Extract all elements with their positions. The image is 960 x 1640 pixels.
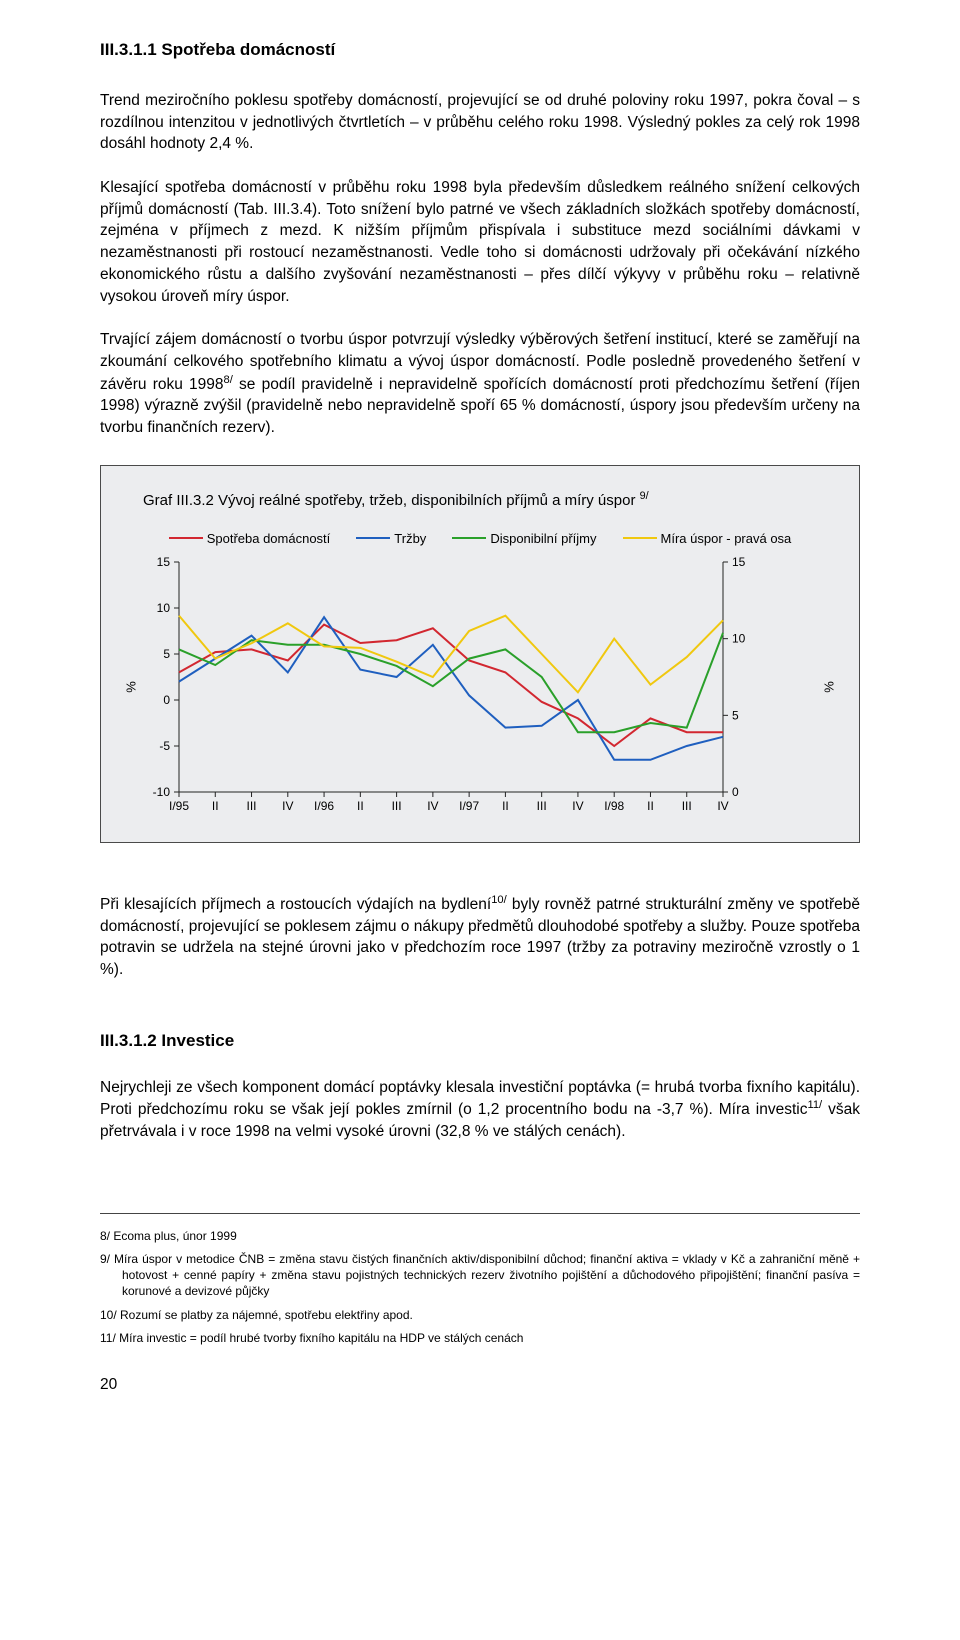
svg-text:5: 5: [732, 708, 739, 722]
figure-title-text: Vývoj reálné spotřeby, tržeb, disponibil…: [214, 492, 640, 509]
legend-swatch: [169, 537, 203, 539]
svg-text:I/95: I/95: [169, 799, 189, 813]
chart-legend: Spotřeba domácností Tržby Disponibilní pří…: [131, 531, 829, 546]
footnote-ref-9: 9/: [640, 490, 649, 502]
svg-text:IV: IV: [572, 799, 583, 813]
svg-text:III: III: [537, 799, 547, 813]
svg-text:-10: -10: [153, 785, 171, 799]
svg-text:-5: -5: [159, 739, 170, 753]
svg-text:III: III: [682, 799, 692, 813]
paragraph-4: Při klesajících příjmech a rostoucích vý…: [100, 893, 860, 981]
svg-text:10: 10: [157, 601, 171, 615]
section-title: III.3.1.1 Spotřeba domácností: [100, 40, 860, 60]
page-number: 20: [100, 1376, 860, 1394]
line-chart: -10-5051015051015I/95IIIIIIVI/96IIIIIIVI…: [131, 552, 829, 822]
svg-text:10: 10: [732, 631, 746, 645]
series-spotreba: [179, 624, 723, 745]
figure-box: Graf III.3.2 Vývoj reálné spotřeby, trže…: [100, 465, 860, 843]
footnote-ref-11: 11/: [807, 1099, 822, 1111]
paragraph-1: Trend meziročního poklesu spotřeby domác…: [100, 90, 860, 155]
chart-wrap: % % -10-5051015051015I/95IIIIIIVI/96IIII…: [131, 552, 829, 822]
svg-text:III: III: [247, 799, 257, 813]
svg-text:I/96: I/96: [314, 799, 334, 813]
footnote-11: 11/ Míra investic = podíl hrubé tvorby f…: [100, 1330, 860, 1346]
subsection-title: III.3.1.2 Investice: [100, 1031, 860, 1051]
y-axis-right-label: %: [822, 681, 837, 693]
legend-swatch: [623, 537, 657, 539]
svg-text:15: 15: [157, 555, 171, 569]
legend-item: Spotřeba domácností: [169, 531, 331, 546]
svg-text:IV: IV: [282, 799, 293, 813]
legend-label: Disponibilní příjmy: [490, 531, 596, 546]
legend-label: Tržby: [394, 531, 426, 546]
footnote-10: 10/ Rozumí se platby za nájemné, spotřeb…: [100, 1307, 860, 1323]
svg-text:II: II: [357, 799, 364, 813]
paragraph-5: Nejrychleji ze všech komponent domácí po…: [100, 1077, 860, 1143]
svg-text:III: III: [392, 799, 402, 813]
chart-svg: -10-5051015051015I/95IIIIIIVI/96IIIIIIVI…: [131, 552, 771, 822]
para5-a: Nejrychleji ze všech komponent domácí po…: [100, 1079, 860, 1119]
figure-title: Graf III.3.2 Vývoj reálné spotřeby, trže…: [143, 490, 829, 509]
series-disp: [179, 633, 723, 732]
y-axis-left-label: %: [123, 681, 138, 693]
svg-text:IV: IV: [717, 799, 728, 813]
legend-label: Míra úspor - pravá osa: [661, 531, 792, 546]
svg-text:5: 5: [163, 647, 170, 661]
footnote-ref-8: 8/: [224, 374, 233, 386]
svg-text:II: II: [502, 799, 509, 813]
footnote-rule: [100, 1213, 860, 1214]
svg-text:IV: IV: [427, 799, 438, 813]
figure-title-prefix: Graf III.3.2: [143, 492, 214, 509]
legend-item: Tržby: [356, 531, 426, 546]
paragraph-3: Trvající zájem domácností o tvorbu úspor…: [100, 329, 860, 439]
footnote-8: 8/ Ecoma plus, únor 1999: [100, 1228, 860, 1244]
para4-a: Při klesajících příjmech a rostoucích vý…: [100, 896, 491, 913]
series-mira: [179, 615, 723, 692]
paragraph-2: Klesající spotřeba domácností v průběhu …: [100, 177, 860, 307]
legend-swatch: [356, 537, 390, 539]
legend-item: Disponibilní příjmy: [452, 531, 596, 546]
legend-item: Míra úspor - pravá osa: [623, 531, 792, 546]
footnote-9: 9/ Míra úspor v metodice ČNB = změna sta…: [100, 1251, 860, 1300]
svg-text:II: II: [212, 799, 219, 813]
svg-text:0: 0: [163, 693, 170, 707]
legend-swatch: [452, 537, 486, 539]
svg-text:II: II: [647, 799, 654, 813]
svg-text:I/97: I/97: [459, 799, 479, 813]
footnote-ref-10: 10/: [491, 894, 507, 906]
svg-text:I/98: I/98: [604, 799, 624, 813]
svg-text:0: 0: [732, 785, 739, 799]
svg-text:15: 15: [732, 555, 746, 569]
legend-label: Spotřeba domácností: [207, 531, 331, 546]
